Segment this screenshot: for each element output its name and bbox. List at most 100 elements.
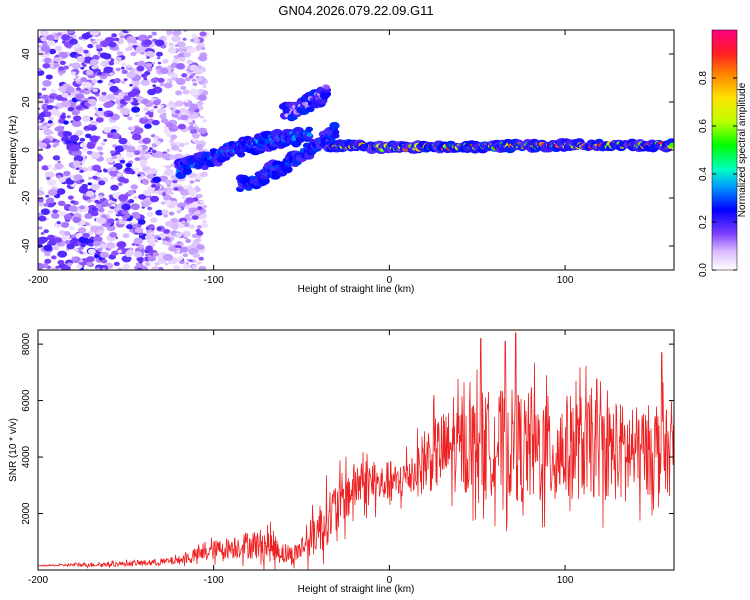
noise-blob [100,201,109,208]
noise-blob [132,223,138,228]
noise-blob [59,230,66,235]
noise-blob [153,150,164,158]
noise-blob [54,224,59,228]
noise-blob [121,69,128,75]
noise-blob [73,174,83,181]
noise-blob [192,132,200,139]
noise-blob [132,44,137,49]
noise-blob [190,39,195,42]
noise-blob [196,261,201,265]
noise-blob [184,99,189,103]
noise-blob [50,89,56,93]
noise-blob [163,125,168,129]
noise-blob [40,232,45,235]
noise-blob [86,256,95,263]
noise-blob [133,196,138,199]
noise-blob [129,125,135,130]
noise-blob [91,164,101,172]
noise-blob [87,124,93,128]
noise-blob [170,73,178,79]
noise-blob [117,267,122,270]
noise-blob [70,144,81,152]
noise-blob [134,82,139,86]
noise-blob [123,95,132,101]
noise-blob [124,112,129,116]
noise-blob [50,212,60,219]
noise-blob [67,106,75,112]
colorbar-gradient [711,29,738,271]
noise-blob [130,184,138,190]
noise-blob [154,39,165,47]
noise-blob [199,200,204,204]
noise-blob [80,243,87,248]
noise-blob [126,71,136,79]
noise-blob [38,197,44,203]
noise-blob [196,100,204,106]
colorbar-label: Normalized spectral amplitude [737,82,748,217]
noise-blob [131,133,142,141]
spectrogram-x-tick-label: -200 [28,275,48,286]
noise-blob [177,256,184,261]
lower-descending-trace-core [194,163,203,169]
noise-blob [145,112,150,116]
noise-blob [85,190,95,197]
noise-blob [136,146,143,151]
noise-blob [38,154,44,162]
noise-blob [116,172,123,177]
noise-blob [192,252,201,259]
noise-blob [135,113,141,118]
noise-blob [46,104,54,110]
noise-blob [182,89,190,95]
noise-blob [91,79,98,84]
noise-blob [115,67,121,72]
noise-blob [59,60,66,65]
noise-blob [140,79,150,86]
noise-blob [42,63,51,69]
noise-blob [38,125,43,130]
colorbar-tick-label: 0.6 [698,119,709,133]
chart-title: GN04.2026.079.22.09.G11 [278,3,433,18]
noise-blob [158,232,166,238]
noise-blob [149,195,160,203]
noise-blob [129,83,133,87]
noise-blob [104,199,109,203]
noise-blob [83,117,91,123]
noise-blob [189,110,194,115]
noise-blob [174,77,180,82]
noise-blob [68,205,78,212]
noise-blob [196,206,203,211]
noise-blob [172,58,180,64]
noise-blob [172,125,178,130]
noise-blob [89,135,99,143]
noise-blob [196,225,202,229]
noise-blob [169,80,173,83]
noise-blob [43,229,49,234]
noise-blob [202,204,208,209]
noise-blob [57,32,62,36]
noise-blob [75,105,83,111]
noise-blob [103,128,111,134]
noise-blob [189,180,195,184]
noise-blob [198,55,208,62]
noise-blob [122,233,130,239]
noise-blob [75,167,80,171]
noise-blob [52,209,58,214]
noise-blob [45,74,53,80]
noise-blob [144,123,152,129]
noise-blob [58,66,65,71]
noise-blob [172,179,178,184]
noise-blob [162,188,168,193]
noise-blob [185,238,192,243]
noise-blob [47,189,58,196]
noise-blob [75,75,79,79]
noise-blob [195,45,202,51]
noise-blob [173,187,179,191]
noise-blob [75,264,83,270]
noise-blob [151,149,157,154]
noise-blob [182,263,191,270]
noise-blob [166,148,171,152]
noise-blob [95,203,103,209]
noise-blob [144,253,150,257]
noise-blob [59,114,67,120]
noise-blob [194,178,199,182]
